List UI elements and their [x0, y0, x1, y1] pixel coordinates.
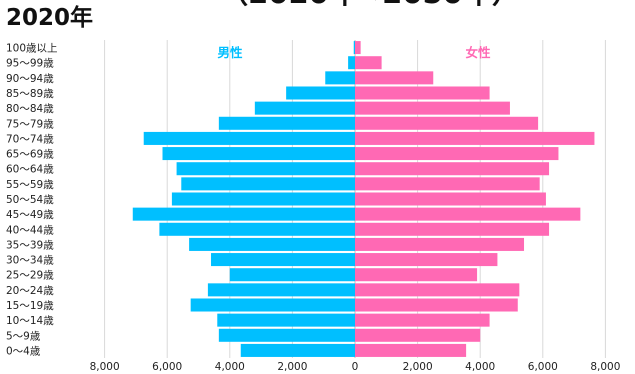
female-bar	[355, 86, 490, 100]
male-bar	[325, 71, 355, 85]
male-bar	[240, 343, 355, 357]
female-bar	[355, 222, 550, 236]
male-bar	[217, 313, 355, 327]
age-label: 85〜89歳	[6, 88, 54, 100]
female-bar	[355, 41, 361, 55]
age-label: 5〜9歳	[6, 330, 41, 342]
male-bar	[218, 116, 355, 130]
x-tick-label: 6,000	[152, 361, 182, 373]
male-bar	[286, 86, 355, 100]
female-bar	[355, 343, 467, 357]
male-bar	[143, 131, 355, 145]
age-labels: 100歳以上 95〜99歳 90〜94歳 85〜89歳 80〜84歳 75〜79歳 70〜7…	[6, 43, 58, 358]
x-tick-label: 6,000	[528, 361, 558, 373]
age-label: 15〜19歳	[6, 300, 54, 312]
female-bar	[355, 192, 546, 206]
female-bar	[355, 237, 525, 251]
female-bar	[355, 116, 539, 130]
male-bar	[207, 283, 355, 297]
age-label: 35〜39歳	[6, 239, 54, 251]
age-label: 90〜94歳	[6, 73, 54, 85]
age-label: 20〜24歳	[6, 285, 54, 297]
age-label: 0〜4歳	[6, 345, 41, 357]
x-tick-label: 2,000	[403, 361, 433, 373]
chart-year-title: 2020年	[6, 4, 93, 31]
age-label: 10〜14歳	[6, 315, 54, 327]
male-bar	[218, 328, 355, 342]
male-bar	[211, 253, 355, 267]
male-bar	[176, 162, 355, 176]
x-tick-label: 0	[352, 361, 359, 373]
female-bar	[355, 298, 518, 312]
age-label: 30〜34歳	[6, 255, 54, 267]
x-tick-label: 8,000	[90, 361, 120, 373]
female-bar	[355, 177, 540, 191]
male-bar	[348, 56, 355, 70]
female-bar	[355, 101, 510, 115]
male-bar	[254, 101, 355, 115]
age-label: 45〜49歳	[6, 209, 54, 221]
male-bar	[162, 147, 355, 161]
age-label: 40〜44歳	[6, 224, 54, 236]
age-label: 65〜69歳	[6, 149, 54, 161]
female-bar	[355, 328, 481, 342]
female-bar	[355, 313, 490, 327]
x-tick-label: 2,000	[277, 361, 307, 373]
male-bar	[229, 268, 355, 282]
x-tick-label: 4,000	[465, 361, 495, 373]
legend-male: 男性	[217, 45, 243, 60]
x-tick-label: 8,000	[590, 361, 620, 373]
male-bar	[189, 237, 355, 251]
female-bar	[355, 147, 559, 161]
female-bar	[355, 131, 595, 145]
legend-female: 女性	[465, 45, 491, 60]
male-bar	[132, 207, 355, 221]
age-label: 50〜54歳	[6, 194, 54, 206]
age-label: 100歳以上	[6, 43, 58, 55]
bars	[132, 41, 595, 357]
x-axis-ticks: 8,000 6,000 4,000 2,000 0 2,000 4,000 6,000 8,00…	[90, 361, 621, 373]
chart-range-title: （2020年→2050年）	[219, 0, 521, 10]
female-bar	[355, 283, 520, 297]
age-label: 75〜79歳	[6, 118, 54, 130]
female-bar	[355, 207, 581, 221]
age-label: 70〜74歳	[6, 133, 54, 145]
age-label: 60〜64歳	[6, 164, 54, 176]
male-bar	[353, 41, 355, 55]
female-bar	[355, 56, 382, 70]
female-bar	[355, 71, 434, 85]
age-label: 95〜99歳	[6, 58, 54, 70]
age-label: 25〜29歳	[6, 270, 54, 282]
female-bar	[355, 162, 550, 176]
male-bar	[159, 222, 355, 236]
male-bar	[190, 298, 355, 312]
age-label: 80〜84歳	[6, 103, 54, 115]
x-tick-label: 4,000	[215, 361, 245, 373]
legend: 男性 女性	[217, 45, 491, 60]
male-bar	[171, 192, 355, 206]
female-bar	[355, 253, 498, 267]
female-bar	[355, 268, 478, 282]
male-bar	[181, 177, 355, 191]
age-label: 55〜59歳	[6, 179, 54, 191]
